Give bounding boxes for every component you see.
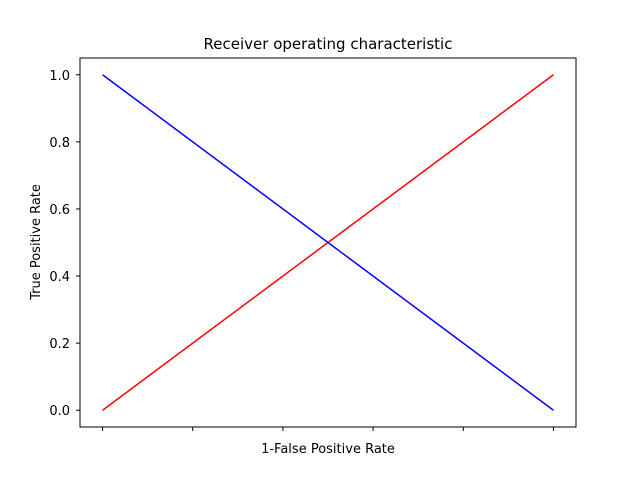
series-line-2: [102, 74, 554, 411]
series-layer: [102, 74, 554, 411]
y-tick-label: 1.0: [49, 69, 70, 84]
x-axis: [102, 427, 554, 431]
y-tick-label: 0.6: [49, 203, 70, 218]
y-axis: 0.0 0.2 0.4 0.6 0.8 1.0: [49, 69, 80, 419]
chart-title: Receiver operating characteristic: [204, 35, 453, 53]
y-tick-label: 0.2: [49, 337, 70, 352]
y-tick-label: 0.0: [49, 404, 70, 419]
y-axis-title: True Positive Rate: [29, 184, 44, 301]
y-tick-label: 0.4: [49, 270, 70, 285]
y-tick-label: 0.8: [49, 136, 70, 151]
plot-area-frame: [79, 57, 577, 428]
x-axis-title: 1-False Positive Rate: [261, 442, 395, 457]
